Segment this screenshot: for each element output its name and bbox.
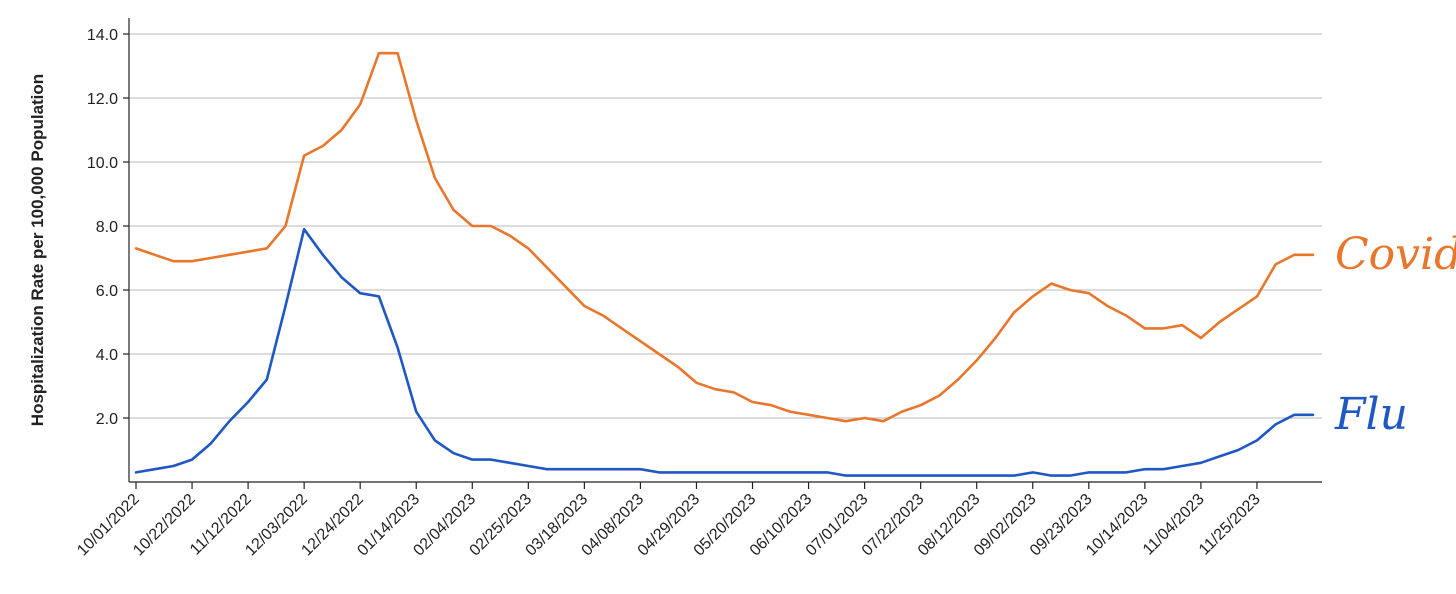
flu-series-label: Flu — [1334, 389, 1408, 440]
y-axis-label: Hospitalization Rate per 100,000 Populat… — [28, 74, 47, 426]
y-tick-label: 12.0 — [87, 91, 118, 108]
series-lines — [134, 51, 1315, 477]
covid-series-line — [134, 51, 1315, 423]
x-ticks: 10/01/202210/22/202211/12/202212/03/2022… — [74, 482, 1264, 559]
gridlines — [129, 33, 1322, 419]
y-tick-label: 2.0 — [96, 411, 118, 428]
flu-series-line — [134, 227, 1315, 477]
x-tick-label: 11/25/2023 — [1196, 491, 1264, 559]
y-tick-label: 10.0 — [87, 155, 118, 172]
y-tick-label: 8.0 — [96, 219, 118, 236]
y-ticks: 2.0 4.0 6.0 8.0 10.0 12.0 14.0 — [87, 27, 129, 428]
y-tick-label: 14.0 — [87, 27, 118, 44]
y-tick-label: 4.0 — [96, 347, 118, 364]
series-labels: Covid Flu — [1334, 229, 1456, 440]
y-tick-label: 6.0 — [96, 283, 118, 300]
covid-series-label: Covid — [1335, 229, 1456, 280]
axes — [128, 18, 1322, 483]
